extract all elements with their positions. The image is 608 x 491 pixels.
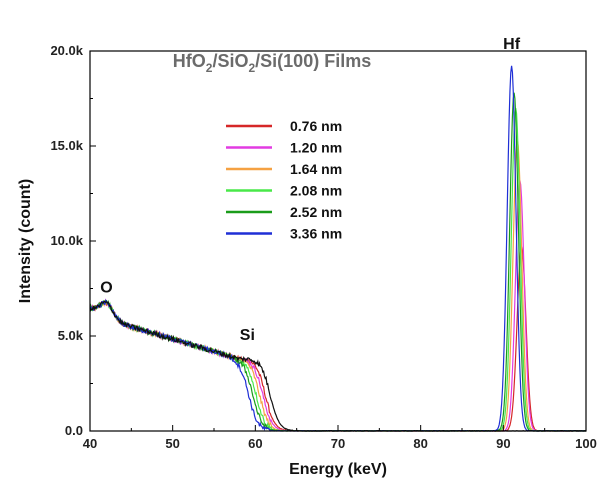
x-axis-title: Energy (keV) [289, 461, 387, 478]
y-tick-label: 15.0k [50, 138, 83, 153]
x-tick-label: 60 [248, 436, 262, 451]
y-tick-label: 20.0k [50, 43, 83, 58]
y-tick-label: 0.0 [65, 423, 83, 438]
x-tick-label: 40 [83, 436, 97, 451]
legend-label: 2.52 nm [290, 204, 342, 220]
x-tick-label: 70 [331, 436, 345, 451]
legend: 0.76 nm 1.20 nm 1.64 nm 2.08 nm 2.52 nm 3.36 … [226, 118, 342, 242]
peak-annotation: O [100, 279, 112, 296]
annotations: O Si Hf [100, 36, 520, 344]
x-tick-label: 80 [413, 436, 427, 451]
y-axis-title: Intensity (count) [17, 179, 34, 303]
legend-label: 0.76 nm [290, 118, 342, 134]
legend-label: 1.20 nm [290, 140, 342, 156]
chart-title: HfO2/SiO2/Si(100) Films [173, 51, 371, 75]
x-tick-label: 100 [575, 436, 597, 451]
x-tick-label: 50 [165, 436, 179, 451]
legend-label: 1.64 nm [290, 161, 342, 177]
x-tick-label: 90 [496, 436, 510, 451]
y-tick-label: 5.0k [58, 328, 84, 343]
x-axis-ticks: 40 50 60 70 80 90 100 [83, 425, 597, 451]
legend-label: 2.08 nm [290, 183, 342, 199]
legend-label: 3.36 nm [290, 226, 342, 242]
peak-annotation: Si [240, 327, 255, 344]
y-axis-ticks: 0.0 5.0k 10.0k 15.0k 20.0k [50, 43, 96, 438]
y-tick-label: 10.0k [50, 233, 83, 248]
peak-annotation: Hf [503, 36, 521, 53]
